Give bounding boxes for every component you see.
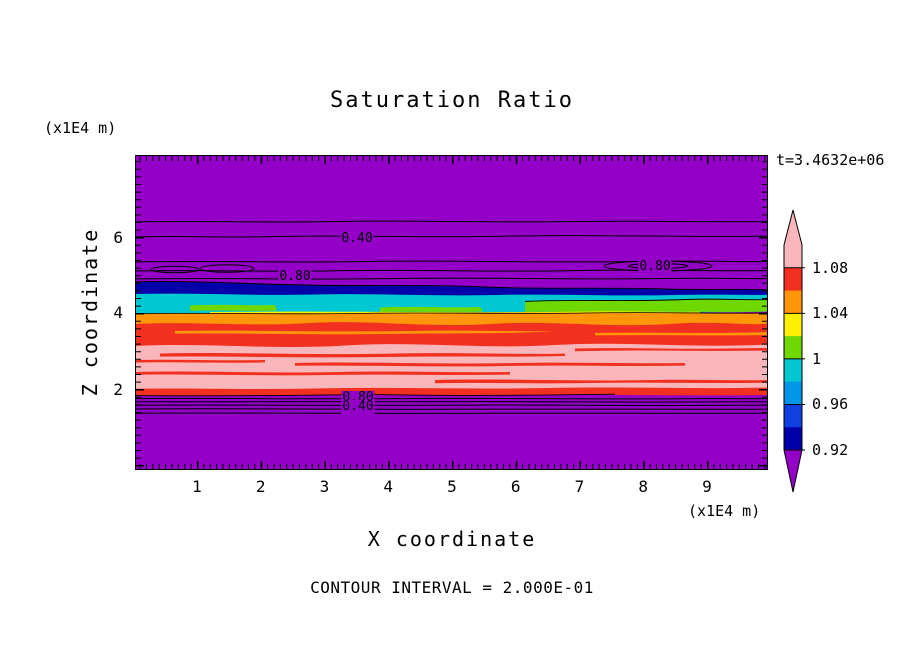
x-axis-title: X coordinate	[368, 527, 537, 551]
y-axis-unit-label: (x1E4 m)	[44, 119, 116, 137]
color-bands	[135, 281, 768, 395]
x-axis-tick-labels: 1 2 3 4 5 6 7 8 9	[135, 477, 768, 497]
band-green	[190, 305, 277, 311]
y-axis-title: Z coordinate	[78, 228, 102, 397]
colorbar-segment	[784, 404, 802, 427]
colorbar-segment	[784, 268, 802, 291]
x-tick-label: 1	[192, 477, 202, 496]
plot-area: 0.400.800.800.800.40	[135, 155, 768, 470]
colorbar-label: 0.92	[812, 441, 848, 459]
colorbar-label: 1.04	[812, 304, 848, 322]
x-tick-label: 6	[511, 477, 521, 496]
colorbar-segment	[784, 336, 802, 359]
x-axis-unit-label: (x1E4 m)	[688, 502, 760, 520]
colorbar-segment	[784, 245, 802, 268]
colorbar-label: 0.96	[812, 395, 848, 413]
chart-title: Saturation Ratio	[330, 88, 574, 113]
band-green	[525, 299, 768, 312]
y-axis-tick-labels: 6 4 2	[99, 155, 127, 470]
timestamp-label: t=3.4632e+06	[776, 151, 884, 169]
band-green	[380, 307, 483, 312]
colorbar-gradient	[784, 245, 802, 451]
colorbar-segment	[784, 427, 802, 450]
y-tick-label: 6	[113, 228, 123, 247]
colorbar-segment	[784, 382, 802, 405]
colorbar-segment	[784, 313, 802, 336]
x-tick-label: 9	[702, 477, 712, 496]
contour-interval-label: CONTOUR INTERVAL = 2.000E-01	[310, 578, 594, 597]
y-tick-label: 2	[113, 380, 123, 399]
x-tick-label: 5	[447, 477, 457, 496]
colorbar-labels: 1.08 1.04 1 0.96 0.92	[812, 205, 882, 495]
colorbar-top-arrow	[784, 210, 802, 245]
page: Saturation Ratio (x1E4 m) t=3.4632e+06	[0, 0, 904, 654]
x-tick-label: 7	[575, 477, 585, 496]
colorbar-segment	[784, 291, 802, 314]
colorbar-label: 1.08	[812, 259, 848, 277]
x-tick-label: 3	[320, 477, 330, 496]
x-tick-label: 4	[383, 477, 393, 496]
colorbar-segment	[784, 359, 802, 382]
x-tick-label: 8	[638, 477, 648, 496]
colorbar-label: 1	[812, 350, 821, 368]
x-tick-label: 2	[256, 477, 266, 496]
colorbar-bottom-arrow	[784, 450, 802, 492]
y-tick-label: 4	[113, 303, 123, 322]
colorbar	[778, 205, 812, 500]
contour-plot-svg	[135, 155, 768, 470]
